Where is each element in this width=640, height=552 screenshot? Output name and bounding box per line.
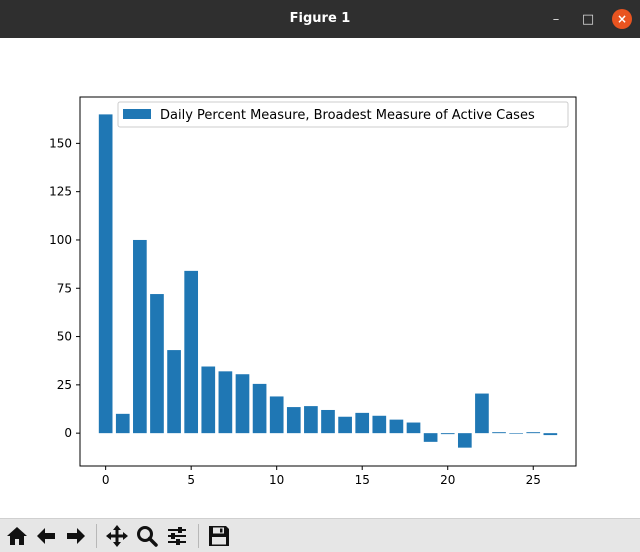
maximize-button[interactable]: □	[581, 11, 595, 27]
x-tick-label: 20	[440, 473, 455, 487]
configure-subplots-button[interactable]	[164, 523, 190, 549]
bar	[115, 413, 130, 434]
x-tick-label: 15	[355, 473, 370, 487]
bar	[286, 407, 301, 434]
bar	[526, 432, 541, 434]
bar	[218, 371, 233, 434]
home-icon	[7, 527, 27, 545]
bar	[269, 396, 284, 434]
bar	[321, 409, 335, 434]
pan-button[interactable]	[104, 523, 130, 549]
bar	[406, 422, 421, 434]
figure-canvas[interactable]: 0 5 10 15 20 25 0 25 50 75 100 125 150 Daily Percent …	[0, 38, 640, 518]
bar	[304, 406, 318, 434]
zoom-button[interactable]	[134, 523, 160, 549]
bar	[338, 416, 352, 434]
y-tick-label: 100	[49, 233, 72, 247]
toolbar-separator	[198, 524, 199, 548]
minimize-button[interactable]: –	[552, 11, 560, 27]
pan-icon	[106, 525, 128, 547]
x-tick-label: 25	[526, 473, 541, 487]
bar	[184, 270, 199, 434]
legend-box	[117, 101, 569, 128]
x-tick-label: 5	[187, 473, 195, 487]
bar	[355, 412, 370, 434]
forward-arrow-icon	[67, 528, 85, 544]
bar	[235, 374, 250, 434]
bar	[98, 114, 113, 434]
bar	[492, 432, 506, 434]
home-button[interactable]	[4, 523, 30, 549]
y-tick-label: 50	[57, 330, 72, 344]
save-icon	[209, 526, 229, 546]
back-arrow-icon	[37, 528, 55, 544]
toolbar-separator	[96, 524, 97, 548]
legend-label: Daily Percent Measure, Broadest Measure …	[160, 108, 535, 123]
save-button[interactable]	[206, 523, 232, 549]
bar	[150, 294, 164, 434]
bar	[372, 415, 387, 434]
bar	[389, 419, 404, 434]
y-tick-label: 25	[57, 378, 72, 392]
bar-chart: 0 5 10 15 20 25 0 25 50 75 100 125 150 Daily Percent …	[49, 96, 577, 487]
bar	[423, 433, 438, 442]
legend-swatch	[123, 109, 151, 119]
x-tick-label: 0	[102, 473, 110, 487]
bar	[457, 433, 472, 448]
plot-frame	[79, 96, 577, 467]
close-button[interactable]: ×	[612, 9, 632, 29]
x-tick-label: 10	[269, 473, 284, 487]
bar	[252, 383, 267, 434]
window-titlebar: Figure 1 – □ ×	[0, 0, 640, 38]
bar	[543, 433, 558, 436]
bar	[201, 366, 216, 434]
bar	[509, 433, 523, 434]
y-tick-label: 125	[49, 185, 72, 199]
zoom-icon	[137, 526, 158, 547]
bar	[167, 350, 181, 434]
back-button[interactable]	[33, 523, 59, 549]
bar	[440, 433, 455, 435]
navigation-toolbar	[0, 518, 640, 552]
y-tick-label: 75	[57, 281, 72, 295]
y-tick-label: 150	[49, 136, 72, 150]
bar	[133, 239, 147, 434]
window-title: Figure 1	[289, 11, 351, 26]
y-tick-label: 0	[64, 426, 72, 440]
forward-button[interactable]	[63, 523, 89, 549]
configure-subplots-icon	[168, 527, 186, 545]
bar	[475, 393, 489, 434]
